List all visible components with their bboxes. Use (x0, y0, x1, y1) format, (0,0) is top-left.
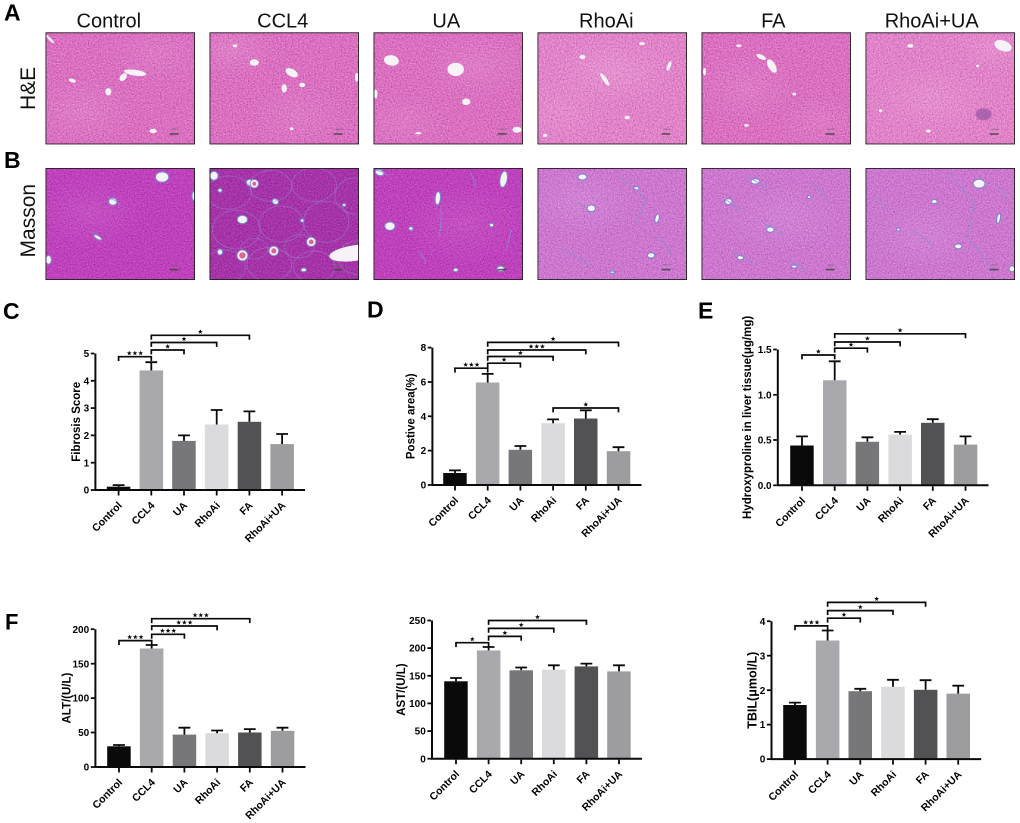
svg-text:100: 100 (409, 699, 426, 710)
svg-text:A: A (4, 0, 21, 25)
svg-text:C: C (3, 298, 20, 324)
svg-text:ALT/(U/L): ALT/(U/L) (62, 672, 74, 723)
svg-text:1: 1 (760, 720, 766, 731)
svg-text:6: 6 (421, 378, 427, 389)
svg-text:0: 0 (84, 763, 90, 774)
svg-text:TBIL(μmol/L): TBIL(μmol/L) (746, 652, 760, 729)
svg-text:H&E: H&E (17, 67, 40, 110)
svg-text:2: 2 (84, 431, 90, 442)
svg-text:D: D (367, 297, 384, 323)
svg-text:UA: UA (432, 11, 460, 33)
svg-text:3: 3 (760, 651, 766, 662)
svg-text:200: 200 (409, 644, 426, 655)
svg-text:1: 1 (84, 458, 90, 469)
svg-text:RhoAi: RhoAi (579, 11, 633, 33)
svg-text:0: 0 (421, 481, 427, 492)
svg-text:Hydroxyproline in liver tissue: Hydroxyproline in liver tissue(μg/mg) (742, 316, 754, 519)
svg-text:0.0: 0.0 (758, 481, 772, 492)
svg-text:Fibrosis Score: Fibrosis Score (71, 382, 83, 462)
svg-text:Control: Control (77, 11, 141, 33)
svg-text:1.5: 1.5 (758, 345, 772, 356)
svg-text:CCL4: CCL4 (257, 11, 308, 33)
svg-text:8: 8 (421, 343, 427, 354)
svg-text:Masson: Masson (17, 184, 40, 258)
svg-text:5: 5 (84, 349, 90, 360)
svg-text:0.5: 0.5 (758, 436, 772, 447)
svg-text:0: 0 (84, 486, 90, 497)
svg-text:200: 200 (73, 625, 90, 636)
svg-text:250: 250 (409, 616, 426, 627)
svg-text:2: 2 (421, 446, 427, 457)
svg-text:3: 3 (84, 404, 90, 415)
svg-text:0: 0 (760, 755, 766, 766)
svg-text:4: 4 (421, 412, 427, 423)
svg-text:B: B (4, 147, 21, 173)
svg-text:4: 4 (84, 376, 90, 387)
svg-text:100: 100 (73, 694, 90, 705)
svg-text:0: 0 (420, 754, 426, 765)
svg-text:150: 150 (73, 659, 90, 670)
svg-text:E: E (698, 298, 713, 324)
svg-text:4: 4 (760, 617, 766, 628)
svg-text:FA: FA (761, 11, 786, 33)
svg-text:2: 2 (760, 686, 766, 697)
svg-text:150: 150 (409, 671, 426, 682)
svg-text:1.0: 1.0 (758, 390, 772, 401)
svg-text:AST/(U/L): AST/(U/L) (396, 663, 408, 716)
svg-text:50: 50 (415, 727, 427, 738)
svg-text:50: 50 (78, 728, 90, 739)
svg-text:Postive area(%): Postive area(%) (406, 373, 418, 459)
svg-text:F: F (5, 609, 18, 634)
svg-text:RhoAi+UA: RhoAi+UA (885, 11, 980, 33)
